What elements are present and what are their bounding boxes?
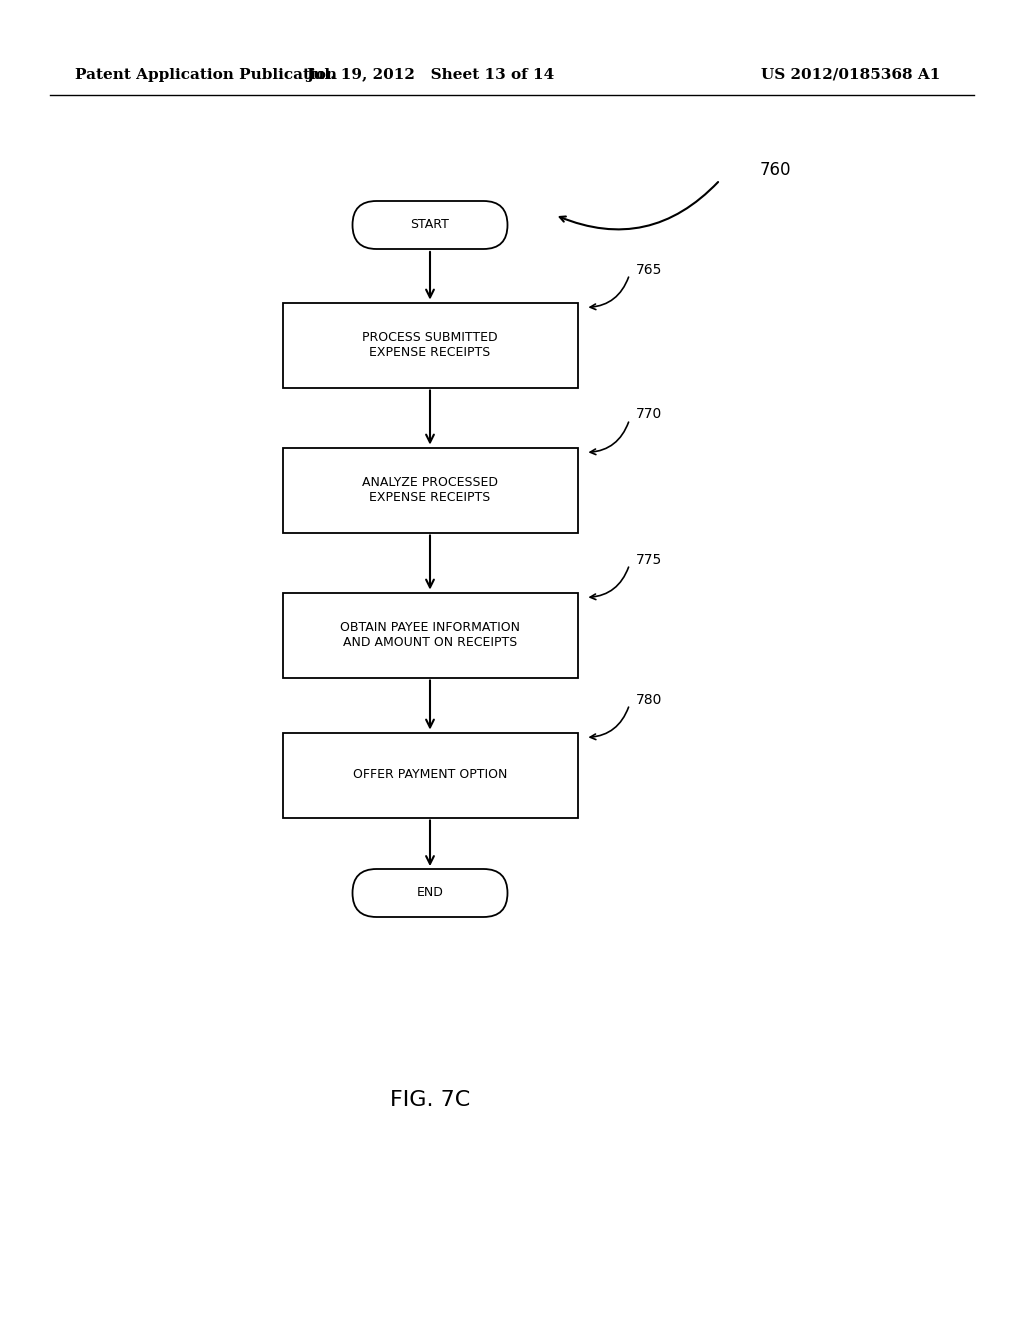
FancyBboxPatch shape xyxy=(283,733,578,817)
Text: 775: 775 xyxy=(636,553,662,566)
Text: PROCESS SUBMITTED
EXPENSE RECEIPTS: PROCESS SUBMITTED EXPENSE RECEIPTS xyxy=(362,331,498,359)
Text: Patent Application Publication: Patent Application Publication xyxy=(75,69,337,82)
Text: ANALYZE PROCESSED
EXPENSE RECEIPTS: ANALYZE PROCESSED EXPENSE RECEIPTS xyxy=(362,477,498,504)
FancyBboxPatch shape xyxy=(352,201,508,249)
Text: 770: 770 xyxy=(636,408,662,421)
FancyBboxPatch shape xyxy=(283,593,578,677)
FancyBboxPatch shape xyxy=(283,447,578,532)
Text: END: END xyxy=(417,887,443,899)
Text: Jul. 19, 2012   Sheet 13 of 14: Jul. 19, 2012 Sheet 13 of 14 xyxy=(306,69,554,82)
FancyBboxPatch shape xyxy=(283,302,578,388)
Text: 760: 760 xyxy=(760,161,792,180)
Text: FIG. 7C: FIG. 7C xyxy=(390,1090,470,1110)
Text: 780: 780 xyxy=(636,693,662,706)
Text: START: START xyxy=(411,219,450,231)
Text: US 2012/0185368 A1: US 2012/0185368 A1 xyxy=(761,69,940,82)
Text: 765: 765 xyxy=(636,263,662,276)
Text: OFFER PAYMENT OPTION: OFFER PAYMENT OPTION xyxy=(353,768,507,781)
FancyBboxPatch shape xyxy=(352,869,508,917)
Text: OBTAIN PAYEE INFORMATION
AND AMOUNT ON RECEIPTS: OBTAIN PAYEE INFORMATION AND AMOUNT ON R… xyxy=(340,620,520,649)
